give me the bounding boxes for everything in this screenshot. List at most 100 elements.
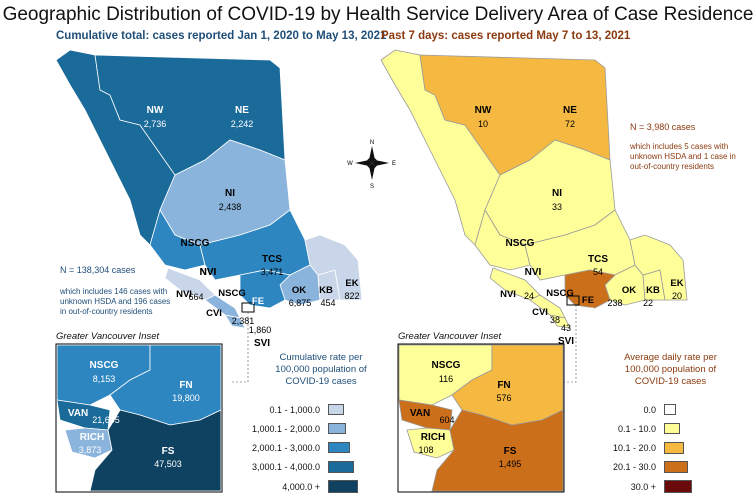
left-inset-fs-value: 47,503 bbox=[154, 459, 182, 469]
left-nvi-main-code: NVI bbox=[200, 267, 217, 278]
right-ok-code: OK bbox=[622, 285, 636, 296]
left-legend-swatch bbox=[328, 423, 346, 434]
compass-s-label: S bbox=[370, 184, 374, 190]
right-legend-label: 0.0 bbox=[643, 404, 656, 415]
left-ek-code: EK bbox=[345, 278, 358, 289]
left-nvi-value: 664 bbox=[188, 292, 203, 302]
right-svi-value: 43 bbox=[561, 323, 571, 333]
right-fe-code: FE bbox=[582, 295, 594, 306]
left-legend-row: 4,000.0 + bbox=[228, 480, 358, 493]
right-legend-label: 20.1 - 30.0 bbox=[612, 462, 656, 472]
left-nscg-code: NSCG bbox=[181, 238, 210, 249]
left-legend-swatch bbox=[328, 404, 344, 415]
left-inset-labels: NSCG 8,153 FN 19,800 VAN 21,605 RICH 3,8… bbox=[68, 360, 200, 469]
right-legend-swatch bbox=[664, 423, 680, 434]
right-nw-code: NW bbox=[475, 105, 492, 116]
left-ni-code: NI bbox=[225, 188, 235, 199]
left-nw-code: NW bbox=[147, 105, 164, 116]
right-region-labels: NW 10 NE 72 NI 33 NSCG TCS 54 NVI NVI 24… bbox=[475, 105, 684, 347]
left-inset-rich-code: RICH bbox=[80, 432, 104, 443]
right-legend-swatch bbox=[664, 442, 684, 454]
right-inset-fn-value: 576 bbox=[496, 393, 511, 403]
left-inset-leader bbox=[232, 312, 249, 383]
right-legend-row: 0.1 - 10.0 bbox=[596, 423, 680, 434]
left-legend-title: Cumulative rate per 100,000 population o… bbox=[275, 352, 367, 387]
right-inset-fs-value: 1,495 bbox=[499, 459, 522, 469]
right-inset-map bbox=[397, 343, 565, 493]
right-legend-label: 10.1 - 20.0 bbox=[612, 443, 656, 453]
left-legend-label: 4,000.0 + bbox=[282, 481, 320, 492]
right-inset-labels: NSCG 116 FN 576 VAN 604 RICH 108 FS 1,49… bbox=[410, 360, 521, 469]
left-legend-swatch bbox=[328, 480, 358, 493]
left-inset-fs-code: FS bbox=[162, 446, 175, 457]
right-cvi-code: CVI bbox=[532, 307, 548, 318]
left-legend-label: 3,000.1 - 4,000.0 bbox=[251, 462, 320, 472]
left-nvi-top-code: NVI bbox=[200, 267, 217, 278]
left-region-ek bbox=[304, 234, 363, 301]
right-legend-swatch bbox=[664, 480, 692, 493]
left-inset-van-value: 21,605 bbox=[92, 415, 120, 425]
left-fe-value: 13,085 bbox=[254, 306, 282, 316]
right-legend-label: 0.1 - 10.0 bbox=[617, 423, 656, 434]
left-nvi-code: NVI bbox=[176, 289, 192, 300]
compass-rose-icon: N S E W bbox=[347, 140, 396, 190]
left-inset-van-code: VAN bbox=[68, 408, 88, 419]
left-n-note: which includes 146 cases with unknown HS… bbox=[60, 287, 171, 316]
right-region-ek bbox=[629, 234, 688, 301]
left-tcs-value: 3,471 bbox=[261, 267, 284, 277]
page-title: Geographic Distribution of COVID-19 by H… bbox=[2, 4, 754, 25]
right-inset-leader bbox=[560, 305, 577, 383]
left-inset-rich-value: 3,873 bbox=[79, 445, 102, 455]
left-legend-row: 0.1 - 1,000.0 bbox=[228, 404, 344, 415]
left-inset-nscg-code: NSCG bbox=[90, 360, 119, 371]
left-map-subtitle: Cumulative total: cases reported Jan 1, … bbox=[56, 30, 387, 42]
right-inset-nscg-code: NSCG bbox=[432, 360, 461, 371]
right-svi-code: SVI bbox=[558, 336, 574, 347]
right-kb-code: KB bbox=[646, 285, 660, 296]
right-legend-swatch bbox=[664, 404, 676, 415]
left-ek-value: 822 bbox=[344, 291, 359, 301]
compass-w-label: W bbox=[347, 161, 353, 167]
right-inset-rich-code: RICH bbox=[421, 432, 445, 443]
left-legend-swatch bbox=[328, 442, 350, 453]
right-region-cvi bbox=[529, 294, 566, 319]
left-inset-fs bbox=[89, 409, 222, 492]
right-legend-title: Average daily rate per 100,000 populatio… bbox=[624, 352, 717, 387]
left-inset-fn-value: 19,800 bbox=[172, 393, 200, 403]
left-svi-value: 1,860 bbox=[249, 325, 272, 335]
right-nw-value: 10 bbox=[478, 119, 488, 129]
right-inset-van-value: 604 bbox=[439, 415, 454, 425]
left-province-map bbox=[55, 49, 363, 329]
right-n-note: which includes 5 cases with unknown HSDA… bbox=[630, 142, 736, 171]
left-nw-value: 2,736 bbox=[144, 119, 167, 129]
right-tcs-value: 54 bbox=[593, 267, 603, 277]
right-tcs-code: TCS bbox=[588, 254, 608, 265]
left-cvi-code: CVI bbox=[206, 308, 222, 319]
left-ne-value: 2,242 bbox=[231, 119, 254, 129]
right-legend-row: 0.0 bbox=[596, 404, 676, 415]
right-legend-row: 10.1 - 20.0 bbox=[596, 442, 684, 454]
left-inset-nscg-value: 8,153 bbox=[93, 374, 116, 384]
right-legend-label: 30.0 + bbox=[630, 481, 656, 492]
compass-e-label: E bbox=[392, 161, 396, 167]
right-nvi-value: 24 bbox=[524, 291, 534, 301]
right-region-fe bbox=[564, 269, 616, 309]
right-cvi-value: 38 bbox=[550, 315, 560, 325]
right-inset-locator bbox=[566, 295, 580, 306]
right-nvi-code: NVI bbox=[500, 289, 516, 300]
left-n-total: N = 138,304 cases bbox=[60, 265, 136, 275]
left-svi-code: SVI bbox=[254, 338, 270, 349]
right-legend-swatch bbox=[664, 461, 688, 473]
left-ok-value: 6,875 bbox=[289, 298, 312, 308]
right-inset-title: Greater Vancouver Inset bbox=[398, 331, 502, 342]
right-kb-value: 22 bbox=[643, 298, 653, 308]
left-ne-code: NE bbox=[235, 105, 249, 116]
right-ne-value: 72 bbox=[565, 119, 575, 129]
left-cvi-value: 2,381 bbox=[232, 316, 255, 326]
right-region-svi bbox=[549, 314, 571, 329]
right-nvi-top-code: NVI bbox=[525, 267, 542, 278]
left-ok-code: OK bbox=[292, 285, 306, 296]
right-legend-row: 30.0 + bbox=[596, 480, 692, 493]
right-nscg-code: NSCG bbox=[506, 238, 535, 249]
